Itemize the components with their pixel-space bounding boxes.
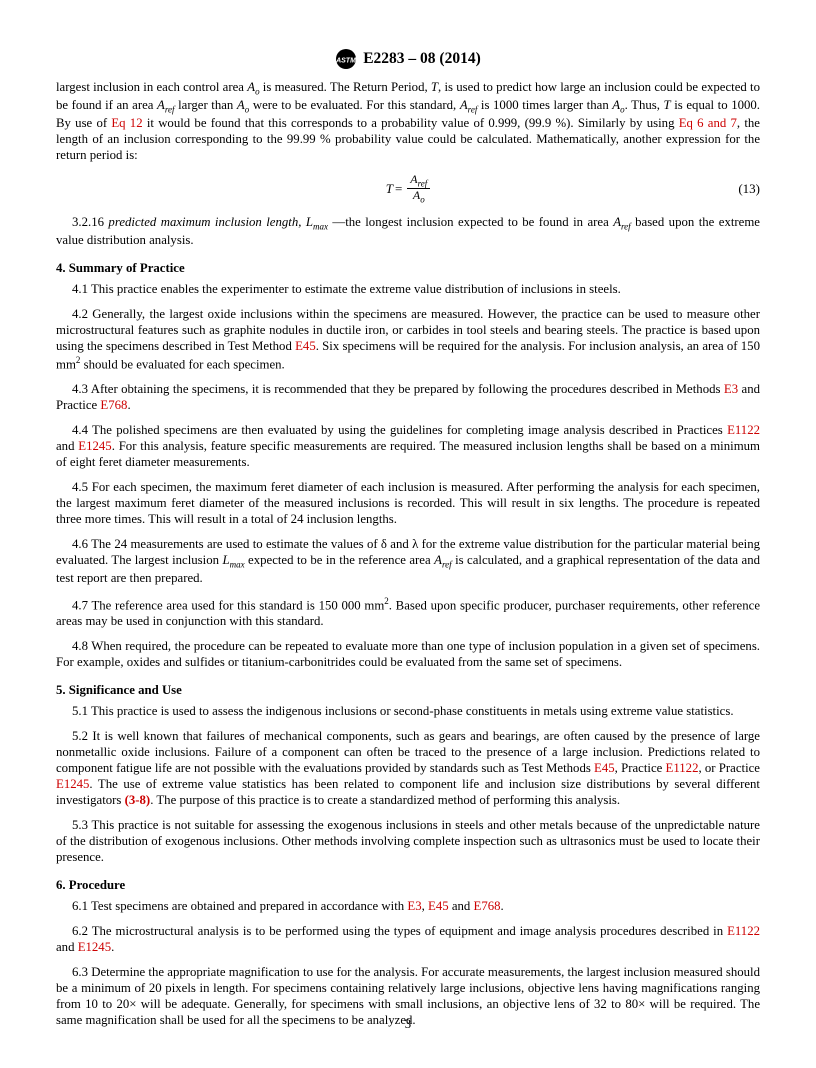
equation-13: T = Aref Ao (13) — [56, 173, 760, 206]
ref-eq12[interactable]: Eq 12 — [111, 116, 142, 130]
para-4-1: 4.1 This practice enables the experiment… — [56, 282, 760, 298]
section-5-heading: 5. Significance and Use — [56, 683, 760, 698]
text: is 1000 times larger than — [477, 98, 612, 112]
ref-e1122[interactable]: E1122 — [727, 924, 760, 938]
ref-e45[interactable]: E45 — [295, 339, 316, 353]
text: . — [111, 940, 114, 954]
sym-T: T — [431, 80, 438, 94]
text: were to be evaluated. For this standard, — [249, 98, 460, 112]
eq-lhs: T — [386, 181, 393, 197]
term-sub: max — [313, 222, 328, 232]
astm-logo: ASTM — [335, 48, 357, 70]
para-4-4: 4.4 The polished specimens are then eval… — [56, 423, 760, 471]
sym-L: L — [222, 553, 229, 567]
term: predicted maximum inclusion length, L — [108, 215, 313, 229]
para-4-5: 4.5 For each specimen, the maximum feret… — [56, 480, 760, 528]
ref-e1122[interactable]: E1122 — [727, 423, 760, 437]
ref-e1122[interactable]: E1122 — [666, 761, 699, 775]
text: 4.7 The reference area used for this sta… — [72, 598, 384, 612]
para-5-2: 5.2 It is well known that failures of me… — [56, 729, 760, 809]
intro-paragraph: largest inclusion in each control area A… — [56, 80, 760, 164]
sym-sub: o — [420, 195, 425, 205]
ref-citation-3-8[interactable]: (3-8) — [125, 793, 151, 807]
sym-A: A — [612, 98, 620, 112]
text: . For this analysis, feature specific me… — [56, 439, 760, 469]
text: and — [56, 439, 78, 453]
text: it would be found that this corresponds … — [143, 116, 679, 130]
ref-e1245[interactable]: E1245 — [78, 940, 111, 954]
sym-A: A — [434, 553, 442, 567]
text: 6.2 The microstructural analysis is to b… — [72, 924, 727, 938]
para-6-1: 6.1 Test specimens are obtained and prep… — [56, 899, 760, 915]
para-4-3: 4.3 After obtaining the specimens, it is… — [56, 382, 760, 414]
sym-sub: ref — [418, 178, 428, 188]
text: . Thus, — [625, 98, 664, 112]
document-header: ASTM E2283 – 08 (2014) — [56, 48, 760, 70]
page-container: ASTM E2283 – 08 (2014) largest inclusion… — [0, 0, 816, 1068]
ref-eq6-7[interactable]: Eq 6 and 7 — [679, 116, 737, 130]
eq-denom: Ao — [410, 189, 428, 205]
sym-sub: ref — [442, 560, 452, 570]
text: 4.3 After obtaining the specimens, it is… — [72, 382, 724, 396]
sym-T: T — [664, 98, 671, 112]
text: , or Practice — [698, 761, 760, 775]
ref-e1245[interactable]: E1245 — [56, 777, 89, 791]
sym-A: A — [613, 215, 621, 229]
text: , Practice — [615, 761, 666, 775]
sym-sub: ref — [165, 104, 175, 114]
para-5-1: 5.1 This practice is used to assess the … — [56, 704, 760, 720]
ref-e768[interactable]: E768 — [100, 398, 127, 412]
page-number: 3 — [0, 1017, 816, 1032]
designation: E2283 – 08 (2014) — [363, 50, 481, 68]
eq-fraction: Aref Ao — [407, 173, 430, 206]
sym: A — [410, 172, 417, 186]
para-6-2: 6.2 The microstructural analysis is to b… — [56, 924, 760, 956]
ref-e45[interactable]: E45 — [594, 761, 615, 775]
text: and — [449, 899, 474, 913]
eq-equals: = — [395, 181, 402, 197]
para-4-8: 4.8 When required, the procedure can be … — [56, 639, 760, 671]
text: 4.4 The polished specimens are then eval… — [72, 423, 727, 437]
ref-e45[interactable]: E45 — [428, 899, 449, 913]
ref-e3[interactable]: E3 — [724, 382, 738, 396]
text: —the longest inclusion expected to be fo… — [328, 215, 613, 229]
para-4-2: 4.2 Generally, the largest oxide inclusi… — [56, 307, 760, 373]
text: expected to be in the reference area — [245, 553, 435, 567]
text: and — [56, 940, 78, 954]
ref-e3[interactable]: E3 — [407, 899, 421, 913]
sym-A: A — [237, 98, 245, 112]
text: 6.1 Test specimens are obtained and prep… — [72, 899, 407, 913]
sym-A: A — [157, 98, 165, 112]
section-6-heading: 6. Procedure — [56, 878, 760, 893]
sym-A: A — [247, 80, 255, 94]
clause-num: 3.2.16 — [72, 215, 108, 229]
text: . — [127, 398, 130, 412]
equation-number: (13) — [738, 181, 760, 197]
sym-A: A — [460, 98, 468, 112]
text: . — [501, 899, 504, 913]
para-4-7: 4.7 The reference area used for this sta… — [56, 596, 760, 630]
svg-text:ASTM: ASTM — [335, 58, 356, 65]
ref-e1245[interactable]: E1245 — [78, 439, 111, 453]
para-3-2-16: 3.2.16 predicted maximum inclusion lengt… — [56, 215, 760, 249]
para-4-6: 4.6 The 24 measurements are used to esti… — [56, 537, 760, 587]
eq-numer: Aref — [407, 173, 430, 190]
ref-e768[interactable]: E768 — [474, 899, 501, 913]
sym-sub: ref — [468, 104, 478, 114]
para-5-3: 5.3 This practice is not suitable for as… — [56, 818, 760, 866]
text: . The purpose of this practice is to cre… — [150, 793, 620, 807]
sym-sub: max — [230, 560, 245, 570]
section-4-heading: 4. Summary of Practice — [56, 261, 760, 276]
text: larger than — [175, 98, 237, 112]
text: largest inclusion in each control area — [56, 80, 247, 94]
text: is measured. The Return Period, — [260, 80, 431, 94]
sym-sub: ref — [621, 222, 631, 232]
text: should be evaluated for each specimen. — [80, 357, 284, 371]
